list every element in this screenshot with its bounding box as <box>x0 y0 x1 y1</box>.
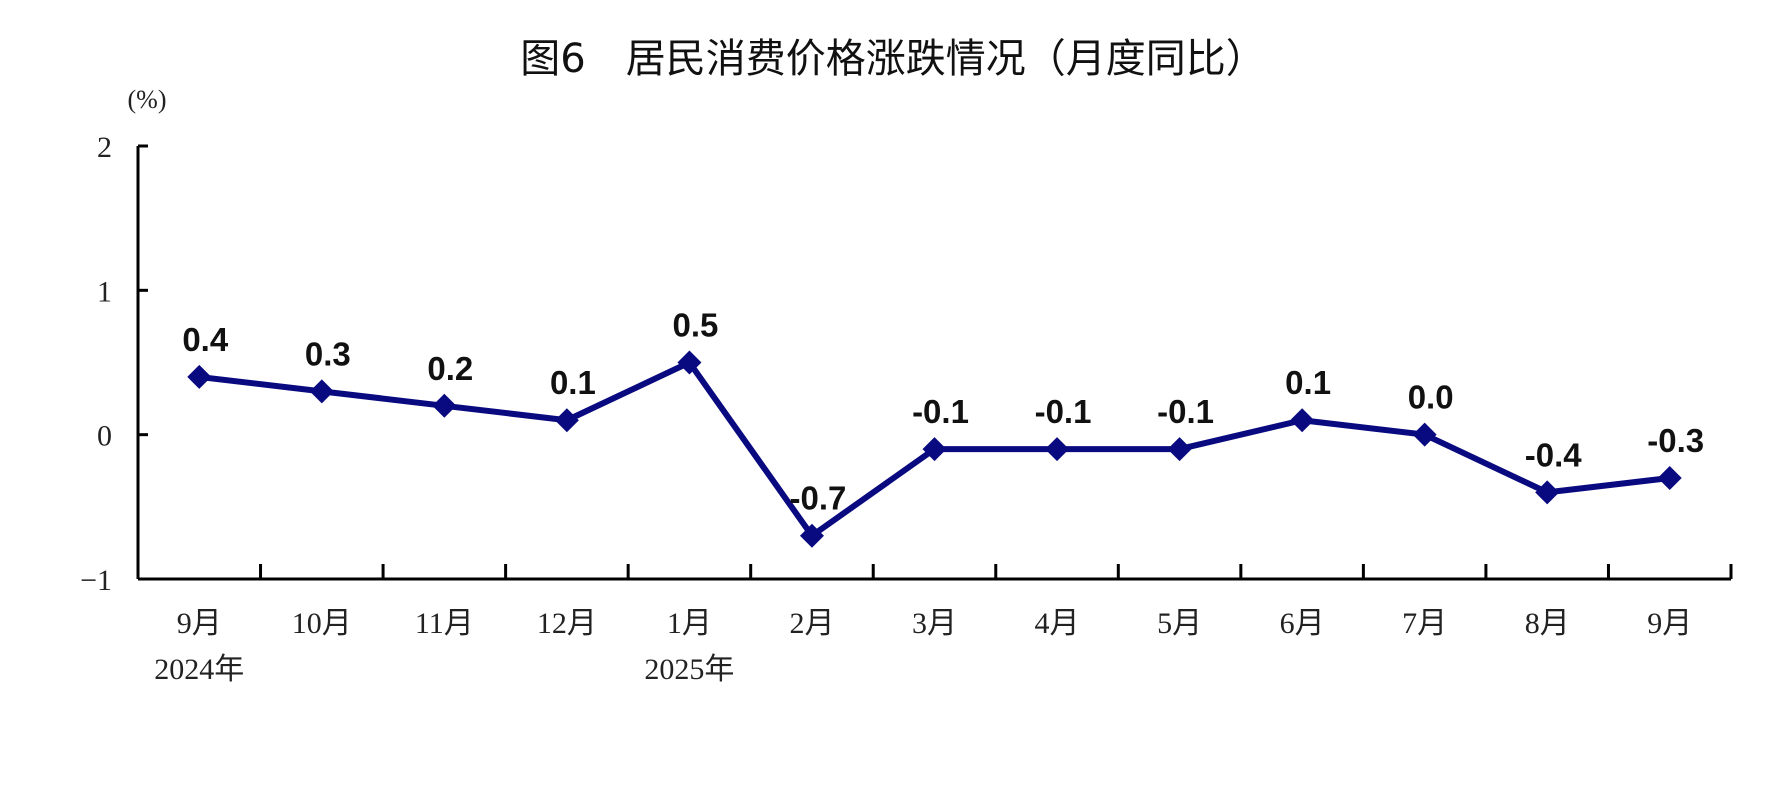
chart-title: 图6 居民消费价格涨跌情况（月度同比） <box>520 36 1265 82</box>
data-point-marker <box>1535 480 1560 505</box>
x-tick-label: 11月 <box>415 607 474 640</box>
data-label: 0.2 <box>427 350 473 387</box>
data-label: -0.1 <box>1035 393 1092 430</box>
y-tick-label: 0 <box>97 420 112 453</box>
data-label: 0.3 <box>305 335 351 372</box>
y-tick-label: 2 <box>97 131 112 164</box>
data-point-marker <box>1290 408 1315 433</box>
x-tick-label: 7月 <box>1402 607 1447 640</box>
data-point-marker <box>1657 465 1682 490</box>
data-label: -0.1 <box>1157 393 1214 430</box>
data-point-marker <box>677 350 702 375</box>
x-year-label: 2025年 <box>644 653 734 686</box>
data-label: 0.5 <box>672 307 718 344</box>
data-point-marker <box>554 408 579 433</box>
data-label: -0.4 <box>1525 436 1583 473</box>
data-point-marker <box>1045 437 1070 462</box>
y-tick-label: −1 <box>80 564 112 597</box>
data-label: -0.3 <box>1647 422 1704 459</box>
x-tick-label: 9月 <box>177 607 222 640</box>
y-axis-unit: (%) <box>128 85 167 114</box>
x-tick-label: 2月 <box>789 607 834 640</box>
data-point-marker <box>922 437 947 462</box>
x-tick-label: 9月 <box>1647 607 1692 640</box>
data-label: 0.0 <box>1408 379 1454 416</box>
data-label: 0.1 <box>550 364 596 401</box>
data-point-marker <box>799 523 824 548</box>
data-label: 0.1 <box>1285 364 1331 401</box>
x-tick-label: 4月 <box>1035 607 1080 640</box>
x-tick-label: 8月 <box>1525 607 1570 640</box>
x-tick-label: 10月 <box>292 607 352 640</box>
data-point-marker <box>432 393 457 418</box>
data-label: -0.7 <box>790 480 847 517</box>
x-tick-label: 6月 <box>1280 607 1325 640</box>
x-tick-label: 12月 <box>537 607 597 640</box>
data-point-marker <box>1412 422 1437 447</box>
x-tick-label: 1月 <box>667 607 712 640</box>
x-year-label: 2024年 <box>154 653 244 686</box>
x-tick-label: 3月 <box>912 607 957 640</box>
data-label: -0.1 <box>912 393 969 430</box>
data-label: 0.4 <box>182 321 229 358</box>
x-tick-label: 5月 <box>1157 607 1202 640</box>
data-point-marker <box>187 364 212 389</box>
y-tick-label: 1 <box>97 275 112 308</box>
data-point-marker <box>309 379 334 404</box>
data-point-marker <box>1167 437 1192 462</box>
